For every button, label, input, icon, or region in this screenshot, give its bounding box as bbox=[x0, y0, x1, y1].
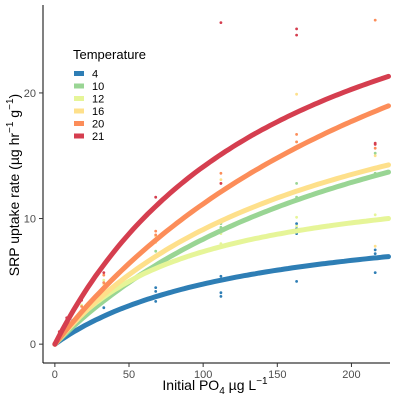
data-point-10 bbox=[295, 182, 298, 185]
data-point-4 bbox=[295, 280, 298, 283]
data-point-20 bbox=[154, 229, 158, 233]
fit-curve-12 bbox=[52, 216, 391, 347]
fit-curve-4 bbox=[52, 254, 391, 347]
legend-swatch-16 bbox=[74, 108, 84, 114]
fit-curve-20 bbox=[52, 103, 391, 347]
y-axis-title: SRP uptake rate (µg hr−1 g−1) bbox=[5, 94, 22, 276]
data-point-20 bbox=[295, 133, 298, 136]
data-point-21 bbox=[219, 182, 223, 185]
y-tick-label: 0 bbox=[30, 339, 36, 351]
data-point-21 bbox=[295, 33, 298, 37]
data-point-21 bbox=[102, 271, 106, 274]
data-point-10 bbox=[373, 151, 377, 155]
data-point-4 bbox=[295, 222, 298, 226]
data-point-12 bbox=[295, 215, 298, 219]
data-point-4 bbox=[219, 274, 223, 278]
legend-label-16: 16 bbox=[92, 106, 104, 118]
data-point-20 bbox=[373, 18, 377, 22]
data-point-21 bbox=[295, 27, 298, 31]
fit-curve-10 bbox=[52, 169, 391, 347]
legend-title: Temperature bbox=[73, 47, 146, 62]
legend-swatch-21 bbox=[74, 133, 84, 139]
plot-marks bbox=[52, 18, 391, 347]
y-tick-label: 10 bbox=[24, 214, 36, 226]
data-point-16 bbox=[295, 92, 298, 96]
data-point-4 bbox=[373, 248, 377, 252]
legend-swatch-20 bbox=[74, 121, 84, 126]
data-point-4 bbox=[373, 252, 377, 256]
data-point-20 bbox=[219, 171, 223, 175]
legend-swatch-4 bbox=[74, 71, 84, 76]
data-point-4 bbox=[154, 286, 158, 289]
fit-curve-16 bbox=[52, 162, 391, 347]
data-point-4 bbox=[154, 290, 158, 293]
x-tick-label: 100 bbox=[194, 369, 212, 381]
y-tick-label: 20 bbox=[24, 88, 36, 100]
legend-label-4: 4 bbox=[92, 69, 98, 81]
data-point-12 bbox=[295, 224, 298, 228]
x-tick-label: 50 bbox=[123, 369, 135, 381]
data-point-4 bbox=[373, 271, 377, 274]
data-point-4 bbox=[219, 291, 223, 295]
data-point-16 bbox=[373, 154, 377, 158]
data-point-4 bbox=[219, 295, 223, 298]
x-tick-label: 0 bbox=[52, 369, 58, 381]
x-tick-label: 150 bbox=[268, 369, 286, 381]
legend-swatch-10 bbox=[74, 83, 84, 89]
x-tick-label: 200 bbox=[342, 369, 360, 381]
legend-label-12: 12 bbox=[92, 94, 104, 106]
legend-swatch-12 bbox=[74, 96, 84, 101]
data-point-10 bbox=[154, 249, 158, 253]
data-point-20 bbox=[102, 281, 106, 284]
data-point-12 bbox=[373, 213, 377, 217]
data-point-12 bbox=[102, 278, 106, 282]
data-point-4 bbox=[102, 306, 106, 310]
data-point-20 bbox=[154, 233, 158, 237]
data-point-16 bbox=[373, 244, 377, 248]
data-point-20 bbox=[295, 140, 298, 144]
data-point-4 bbox=[154, 300, 158, 303]
legend-label-21: 21 bbox=[92, 131, 104, 143]
legend-label-20: 20 bbox=[92, 119, 104, 131]
data-point-20 bbox=[80, 305, 83, 308]
data-point-20 bbox=[373, 146, 377, 150]
data-point-21 bbox=[219, 21, 223, 24]
axis-ticks: 0 50 100 150 200 0 10 20 bbox=[24, 88, 361, 381]
data-point-20 bbox=[102, 273, 106, 277]
fit-curve-21 bbox=[52, 73, 391, 347]
data-point-21 bbox=[373, 141, 377, 145]
x-axis-title: Initial PO4 µg L−1 bbox=[162, 376, 268, 397]
legend-label-10: 10 bbox=[92, 81, 104, 93]
data-point-21 bbox=[154, 195, 158, 199]
data-point-16 bbox=[219, 178, 223, 182]
